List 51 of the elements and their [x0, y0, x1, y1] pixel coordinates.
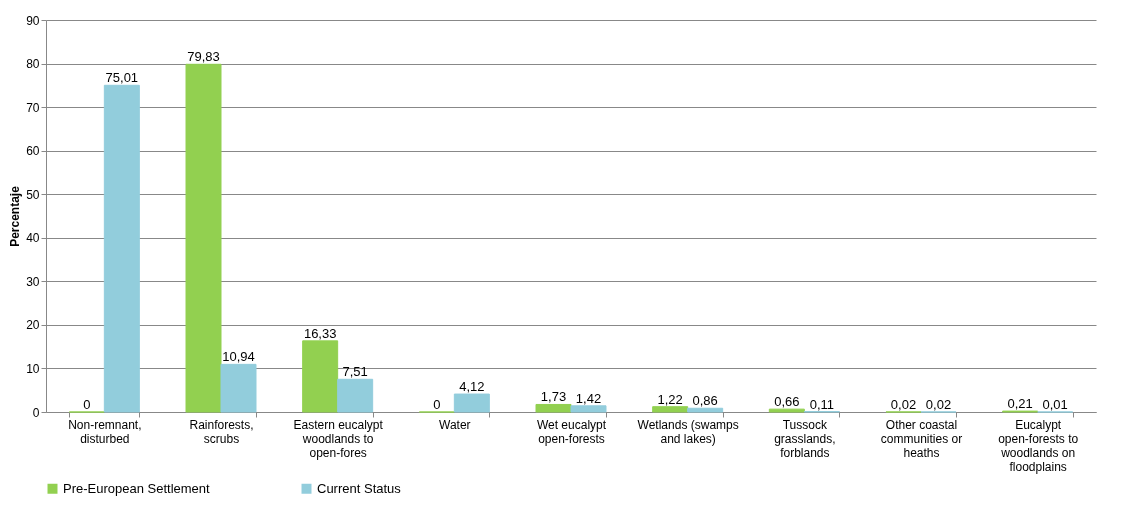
data-label: 1,73: [540, 389, 567, 405]
data-label: 0,02: [890, 396, 917, 412]
bar: [453, 393, 490, 413]
bar: [535, 403, 572, 413]
y-tick-label: 80: [26, 57, 40, 72]
bar: [103, 84, 140, 413]
data-label: 75,01: [105, 70, 139, 86]
data-label: 0,86: [692, 393, 718, 409]
x-tick-label: Rainforests, scrubs: [189, 417, 254, 446]
data-label: 0,01: [1042, 396, 1068, 412]
x-tick-label: Tussock grasslands, forblands: [774, 417, 836, 460]
x-tick-label: Water: [439, 417, 471, 432]
bar: [337, 378, 374, 413]
bar: [302, 340, 339, 413]
y-tick-label: 20: [26, 318, 40, 333]
bar: [687, 407, 724, 413]
y-tick-label: 60: [26, 144, 40, 159]
data-label: 4,12: [459, 379, 485, 395]
data-label: 0,21: [1007, 396, 1033, 412]
data-label: 0,02: [925, 396, 952, 412]
data-label: 0,11: [809, 396, 835, 412]
data-label: 10,94: [222, 349, 255, 365]
legend-label: Current Status: [317, 480, 402, 496]
data-label: 0: [83, 397, 91, 412]
y-tick-label: 30: [26, 274, 40, 289]
x-tick-label: Other coastal communities or heaths: [880, 417, 963, 460]
data-label: 7,51: [342, 364, 368, 380]
y-tick-label: 50: [26, 187, 40, 202]
legend-label: Pre-European Settlement: [63, 480, 211, 496]
x-tick-label: Wet eucalypt open-forests: [536, 417, 607, 446]
data-label: 0,66: [774, 394, 800, 410]
y-tick-label: 70: [26, 100, 40, 115]
x-tick-label: Wetlands (swamps and lakes): [637, 417, 739, 446]
x-tick-label: Non-remnant, disturbed: [68, 417, 142, 446]
y-axis-title: Percentaje: [8, 185, 23, 247]
bar: [220, 363, 257, 413]
bar: [652, 406, 689, 413]
x-tick-label: Eucalypt open-forests to woodlands on floodplains: [998, 417, 1079, 474]
data-label: 0: [433, 397, 441, 412]
y-tick-label: 10: [26, 361, 40, 376]
data-label: 16,33: [303, 325, 337, 341]
bar: [570, 405, 607, 413]
data-label: 1,42: [575, 390, 602, 406]
bar: [185, 63, 222, 413]
y-tick-label: 90: [26, 13, 40, 28]
data-label: 79,83: [187, 49, 220, 65]
bar: [768, 408, 805, 413]
x-tick-label: Eastern eucalypt woodlands to open-fores: [293, 417, 384, 460]
y-tick-label: 40: [26, 231, 40, 246]
y-tick-label: 0: [32, 405, 40, 420]
data-label: 1,22: [657, 391, 683, 407]
